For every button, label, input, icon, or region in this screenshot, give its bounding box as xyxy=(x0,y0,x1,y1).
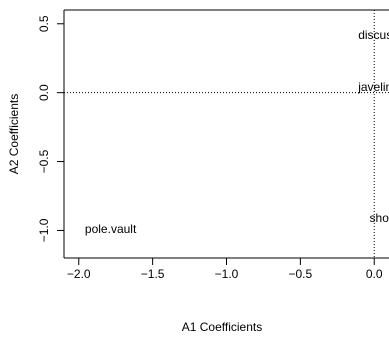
x-tick-label: 0.0 xyxy=(366,267,383,281)
point-label-pole-vault: pole.vault xyxy=(85,222,137,236)
x-axis-label: A1 Coefficients xyxy=(182,320,263,334)
point-label-discus: discus xyxy=(358,28,389,42)
y-tick-label: −1.0 xyxy=(37,218,51,242)
y-tick-label: −0.5 xyxy=(37,149,51,173)
x-tick-label: −2.0 xyxy=(67,267,91,281)
y-tick-label: 0.0 xyxy=(37,84,51,101)
y-axis-label: A2 Coefficients xyxy=(7,94,21,175)
x-tick-label: −1.0 xyxy=(215,267,239,281)
y-tick-label: 0.5 xyxy=(37,15,51,32)
x-tick-label: −0.5 xyxy=(289,267,313,281)
point-label-javelin: javelin xyxy=(357,80,389,94)
x-tick-label: −1.5 xyxy=(141,267,165,281)
point-label-shot: shot xyxy=(370,211,389,225)
